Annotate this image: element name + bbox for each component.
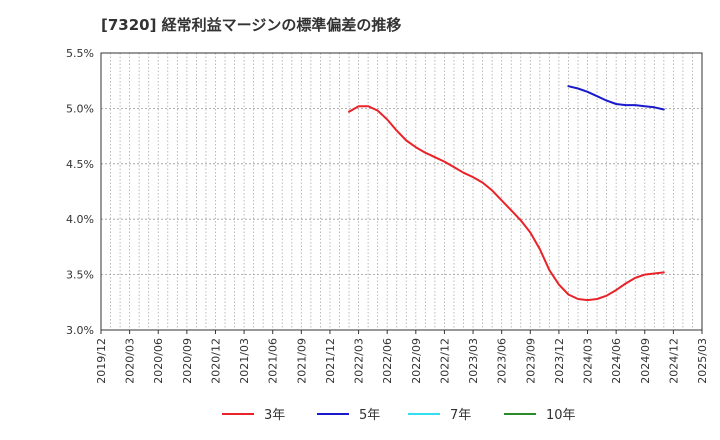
x-tick-label: 2023/09 bbox=[524, 338, 537, 384]
series-line bbox=[348, 105, 665, 302]
legend-label: 7年 bbox=[450, 408, 471, 423]
x-tick-label: 2023/12 bbox=[553, 338, 566, 384]
y-tick-label: 4.5% bbox=[66, 158, 94, 171]
x-tick-label: 2022/03 bbox=[353, 338, 366, 384]
x-tick-label: 2021/09 bbox=[295, 338, 308, 384]
x-tick-label: 2023/03 bbox=[467, 338, 480, 384]
x-tick-label: 2022/12 bbox=[438, 338, 451, 384]
y-tick-label: 3.0% bbox=[66, 324, 94, 337]
x-tick-label: 2020/06 bbox=[152, 338, 165, 384]
x-tick-label: 2024/06 bbox=[610, 338, 623, 384]
x-axis: 2019/12 2020/03 2020/06 2020/09 2020/12 2021/… bbox=[95, 330, 709, 384]
plot-border bbox=[100, 52, 703, 331]
x-tick-label: 2021/06 bbox=[267, 338, 280, 384]
series-line bbox=[567, 85, 665, 111]
y-tick-label: 4.0% bbox=[66, 213, 94, 226]
x-tick-label: 2021/12 bbox=[324, 338, 337, 384]
plot-area bbox=[101, 53, 702, 330]
x-tick-label: 2024/03 bbox=[582, 338, 595, 384]
x-tick-label: 2022/06 bbox=[381, 338, 394, 384]
y-tick-label: 5.5% bbox=[66, 47, 94, 60]
x-tick-label: 2023/06 bbox=[496, 338, 509, 384]
legend-label: 10年 bbox=[546, 408, 576, 423]
x-tick-label: 2021/03 bbox=[238, 338, 251, 384]
x-tick-label: 2024/09 bbox=[639, 338, 652, 384]
x-tick-label: 2019/12 bbox=[95, 338, 108, 384]
grid-lines bbox=[101, 53, 702, 330]
x-tick-label: 2020/12 bbox=[209, 338, 222, 384]
x-tick-label: 2020/03 bbox=[124, 338, 137, 384]
x-tick-label: 2022/09 bbox=[410, 338, 423, 384]
series-lines bbox=[348, 85, 665, 302]
x-tick-label: 2024/12 bbox=[667, 338, 680, 384]
legend-label: 3年 bbox=[264, 408, 285, 423]
x-tick-label: 2020/09 bbox=[181, 338, 194, 384]
x-tick-label: 2025/03 bbox=[696, 338, 709, 384]
legend: 3年 5年 7年 10年 bbox=[222, 408, 576, 423]
chart-title: [7320] 経常利益マージンの標準偏差の推移 bbox=[101, 16, 402, 34]
y-axis: 3.0% 3.5% 4.0% 4.5% 5.0% 5.5% bbox=[66, 47, 94, 337]
legend-label: 5年 bbox=[359, 408, 380, 423]
y-tick-label: 5.0% bbox=[66, 102, 94, 115]
y-tick-label: 3.5% bbox=[66, 269, 94, 282]
